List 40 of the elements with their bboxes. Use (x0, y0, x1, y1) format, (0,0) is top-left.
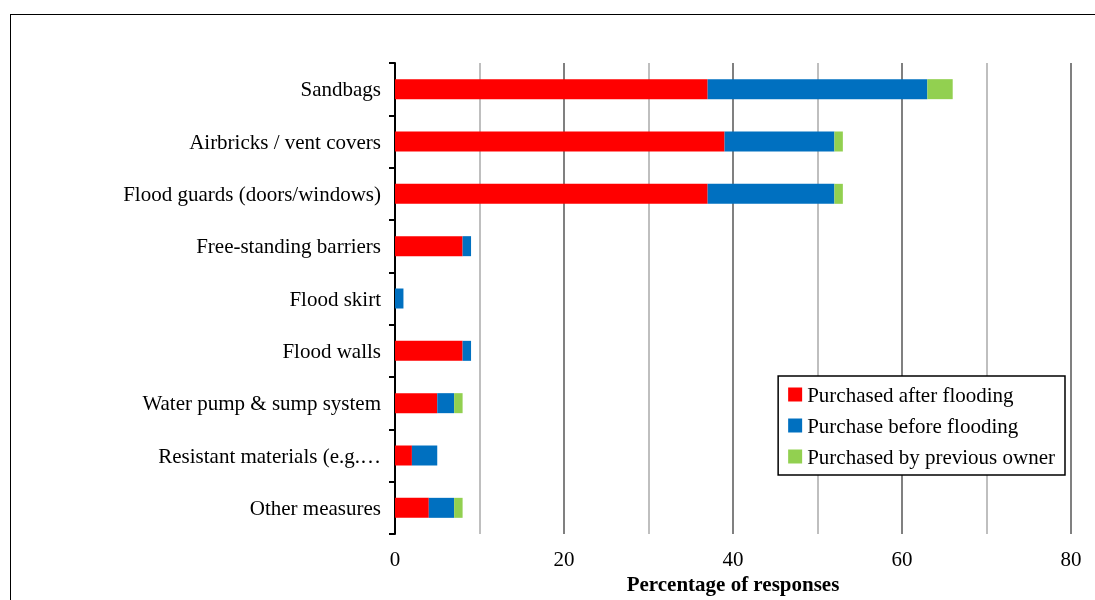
x-tick-label: 20 (553, 546, 575, 571)
x-tick-label: 80 (1060, 546, 1082, 571)
bar (927, 79, 953, 100)
bar (395, 340, 463, 361)
bar (428, 497, 455, 518)
y-tick-label: Flood skirt (289, 286, 382, 311)
y-tick-label: Water pump & sump system (142, 391, 381, 416)
bar (395, 497, 429, 518)
bar (395, 79, 708, 100)
bar (437, 393, 455, 414)
bar (395, 183, 708, 204)
bar (707, 183, 835, 204)
y-tick-label: Free-standing barriers (196, 234, 381, 259)
bar (395, 236, 463, 257)
x-tick-label: 60 (891, 546, 913, 571)
y-tick-label: Other measures (249, 495, 381, 520)
legend-label: Purchased by previous owner (807, 444, 1056, 469)
legend-label: Purchase before flooding (807, 413, 1019, 438)
bar (395, 445, 412, 466)
y-tick-label: Flood walls (282, 338, 381, 363)
bar (454, 497, 463, 518)
y-tick-label: Flood guards (doors/windows) (123, 181, 381, 206)
bar (395, 393, 438, 414)
legend-label: Purchased after flooding (807, 382, 1015, 407)
bar (395, 131, 725, 152)
y-tick-label: Airbricks / vent covers (189, 129, 381, 154)
bar (724, 131, 835, 152)
bar (834, 183, 843, 204)
y-tick-label: Resistant materials (e.g.… (158, 443, 381, 468)
bar (707, 79, 928, 100)
x-tick-label: 0 (389, 546, 401, 571)
y-tick-label: Sandbags (300, 77, 381, 102)
bar (395, 288, 404, 309)
x-axis-title: Percentage of responses (626, 572, 840, 597)
bar (462, 236, 472, 257)
bar (834, 131, 843, 152)
bar (454, 393, 463, 414)
x-tick-label: 40 (722, 546, 744, 571)
bar (462, 340, 472, 361)
bar (411, 445, 438, 466)
